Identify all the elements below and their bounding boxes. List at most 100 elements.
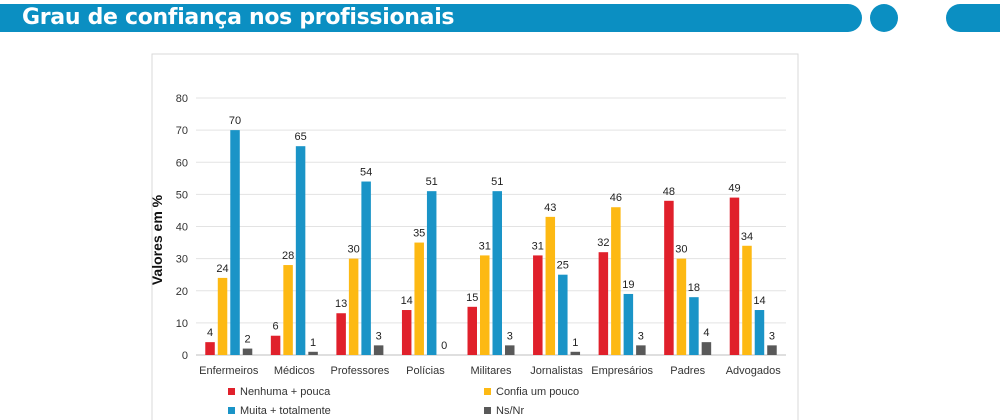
bar-value-label: 30 (348, 244, 360, 256)
bar-value-label: 14 (753, 295, 765, 307)
bar (729, 197, 740, 355)
bar (676, 258, 687, 355)
bar-value-label: 24 (216, 263, 228, 275)
legend-label: Confia um pouco (496, 386, 579, 398)
bar (533, 255, 543, 355)
bar (426, 191, 437, 355)
bar (636, 345, 646, 355)
data-labels: 4247026286511330543143551015315133143251… (207, 115, 775, 352)
bar-value-label: 35 (413, 228, 425, 240)
bar (205, 342, 215, 355)
x-category-label: Polícias (406, 365, 445, 377)
bar (570, 351, 581, 355)
bar-value-label: 6 (273, 321, 279, 333)
page-title: Grau de confiança nos profissionais (22, 5, 455, 30)
bar-value-label: 43 (544, 202, 556, 214)
bar-value-label: 30 (675, 244, 687, 256)
bar (558, 274, 568, 355)
bar-value-label: 3 (638, 330, 644, 342)
banner-dot-decoration (870, 4, 898, 32)
y-tick-label: 80 (176, 93, 188, 105)
bar-value-label: 1 (572, 337, 578, 349)
bar (767, 345, 777, 355)
legend-label: Ns/Nr (496, 405, 524, 417)
bar-value-label: 51 (491, 176, 503, 188)
bar-value-label: 3 (376, 330, 382, 342)
bar (348, 258, 359, 355)
title-banner: Grau de confiança nos profissionais (0, 4, 862, 32)
legend-label: Muita + totalmente (240, 405, 331, 417)
x-category-label: Médicos (274, 365, 315, 377)
legend-swatch (228, 407, 235, 414)
bar (414, 242, 424, 355)
bar (754, 310, 765, 355)
bar (480, 255, 490, 355)
x-category-label: Empresários (591, 365, 653, 377)
bar (230, 130, 240, 355)
bar-value-label: 18 (688, 282, 700, 294)
bar (467, 306, 477, 355)
x-category-label: Padres (670, 365, 705, 377)
x-category-label: Professores (331, 365, 390, 377)
y-tick-label: 30 (176, 254, 188, 266)
legend-swatch (484, 407, 491, 414)
bar-value-label: 54 (360, 167, 372, 179)
bar-value-label: 34 (741, 231, 753, 243)
banner-pill-decoration (946, 4, 1000, 32)
bar-value-label: 65 (294, 131, 306, 143)
bar-value-label: 31 (479, 240, 491, 252)
chart-frame (151, 53, 799, 420)
y-tick-label: 10 (176, 318, 188, 330)
bar-value-label: 4 (703, 327, 709, 339)
bar-value-label: 4 (207, 327, 213, 339)
y-tick-label: 20 (176, 286, 188, 298)
bar (664, 200, 674, 355)
x-axis-categories: Enfermeiros Médicos Professores Polícias Mil… (199, 365, 781, 377)
bar (598, 252, 609, 355)
bar-value-label: 3 (769, 330, 775, 342)
bar-value-label: 14 (401, 295, 413, 307)
bar-value-label: 2 (244, 334, 250, 346)
legend-swatch (484, 388, 491, 395)
bar-value-label: 51 (426, 176, 438, 188)
bar (492, 191, 502, 355)
bar (336, 313, 346, 355)
bars (205, 130, 777, 355)
bar (283, 265, 293, 355)
legend: Nenhuma + pouca Confia um pouco Muita + to… (228, 386, 579, 417)
bar-value-label: 31 (532, 240, 544, 252)
y-tick-label: 0 (182, 350, 188, 362)
y-tick-label: 40 (176, 222, 188, 234)
x-category-label: Advogados (726, 365, 782, 377)
bar (361, 181, 371, 355)
x-category-label: Enfermeiros (199, 365, 259, 377)
bar (611, 207, 621, 355)
y-axis-ticks: 0 10 20 30 40 50 60 70 80 (176, 93, 188, 362)
bar (701, 342, 712, 355)
bar (742, 245, 752, 355)
bar (217, 277, 228, 355)
legend-label: Nenhuma + pouca (240, 386, 331, 398)
bar (505, 345, 515, 355)
bar-value-label: 3 (507, 330, 513, 342)
x-category-label: Jornalistas (530, 365, 583, 377)
y-tick-label: 60 (176, 157, 188, 169)
bar-value-label: 32 (597, 237, 609, 249)
bar-value-label: 13 (335, 298, 347, 310)
bar (689, 297, 699, 355)
bar-value-label: 70 (229, 115, 241, 127)
gridlines (196, 97, 786, 356)
y-tick-label: 50 (176, 189, 188, 201)
bar-value-label: 15 (466, 292, 478, 304)
y-tick-label: 70 (176, 125, 188, 137)
bar (545, 216, 556, 355)
bar (373, 345, 384, 355)
bar-value-label: 19 (622, 279, 634, 291)
bar (623, 293, 634, 355)
bar-value-label: 1 (310, 337, 316, 349)
y-axis-label: Valores em % (149, 194, 165, 285)
bar (401, 310, 412, 355)
bar (308, 351, 318, 355)
bar (242, 348, 253, 355)
